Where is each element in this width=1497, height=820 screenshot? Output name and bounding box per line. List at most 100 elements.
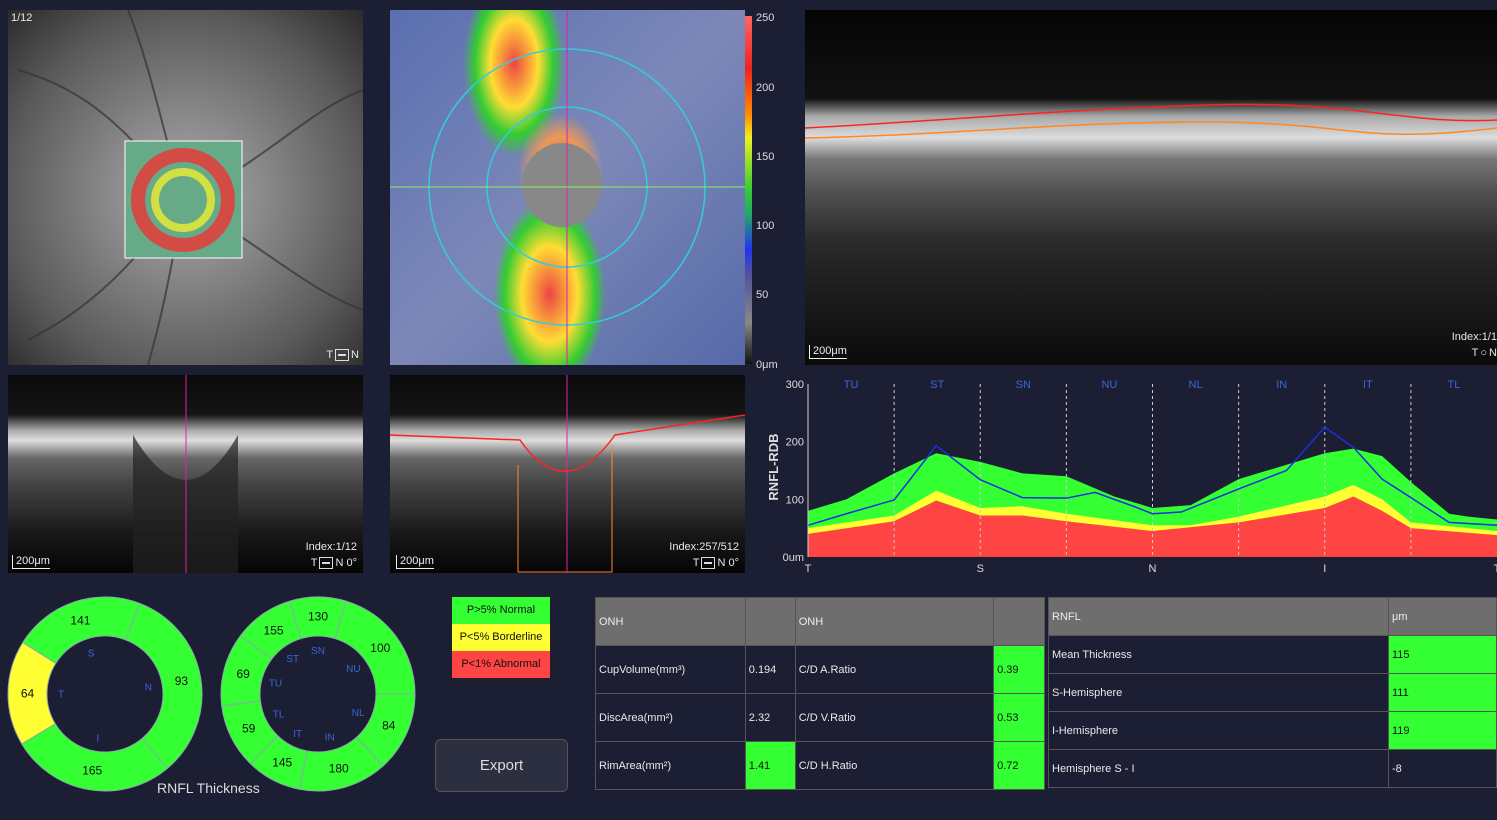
fundus-vessels [17, 10, 363, 365]
bscan-segmented[interactable]: 200μm Index:257/512 T N 0° [390, 375, 745, 573]
legend-abnormal: P<1% Abnormal [452, 651, 550, 678]
scale-bar: 200μm [809, 345, 847, 359]
cell-value: 1.41 [744, 741, 796, 790]
sector-name: TU [269, 679, 282, 690]
sector-name: T [58, 690, 64, 701]
onh-table: ONH ONH CupVolume(mm³) 0.194 C/D A.Ratio 0.… [595, 597, 1045, 790]
sector-value: 155 [264, 624, 284, 638]
table-row: Hemisphere S - I -8 [1048, 749, 1497, 788]
sector-label: IT [1363, 379, 1373, 391]
segmentation-lines [805, 103, 1497, 139]
sector-name: IT [293, 729, 302, 740]
sector-label: TU [844, 379, 859, 391]
colorbar-tick: 50 [756, 289, 769, 301]
segmentation-overlay [390, 375, 745, 573]
header-cell: RNFL [1048, 597, 1389, 636]
x-tick-label: T [805, 563, 812, 575]
sector-label: TL [1448, 379, 1461, 391]
sector-grid-overlay [390, 10, 745, 365]
donut-sector-n [125, 602, 203, 770]
cell-value: 119 [1388, 711, 1497, 750]
table-row: Mean Thickness 115 [1048, 635, 1497, 674]
export-button[interactable]: Export [435, 739, 568, 792]
sector-name: NU [346, 664, 360, 675]
header-cell [744, 597, 796, 646]
cell-label: Mean Thickness [1048, 635, 1389, 674]
cell-label: DiscArea(mm²) [595, 693, 746, 742]
legend-normal: P>5% Normal [452, 597, 550, 624]
sector-label: NL [1189, 379, 1203, 391]
colorbar-tick: 100 [756, 220, 775, 232]
orientation-right: N 0° [717, 557, 739, 569]
scan-index: Index:257/512 [669, 541, 739, 553]
cell-value: 111 [1388, 673, 1497, 712]
cell-label: I-Hemisphere [1048, 711, 1389, 750]
arrow-right-icon [335, 349, 350, 361]
sector-name: TL [273, 710, 285, 721]
orientation-indicator: T N 0° [311, 557, 357, 569]
significance-legend: P>5% Normal P<5% Borderline P<1% Abnorma… [452, 597, 550, 678]
sector-value: 93 [175, 674, 189, 688]
colorbar-tick: 150 [756, 151, 775, 163]
orientation-left: T [326, 349, 334, 361]
cell-value: 115 [1388, 635, 1497, 674]
cup-overlay [133, 375, 238, 573]
header-cell: ONH [794, 597, 995, 646]
scale-bar: 200μm [396, 555, 434, 569]
table-header: ONH ONH [595, 597, 1045, 646]
scan-index: Index:1/1 [1451, 331, 1497, 343]
colorbar [745, 16, 752, 364]
donut-sector-nu [334, 600, 416, 695]
sector-value: 84 [382, 719, 396, 733]
cell-value: 2.32 [744, 693, 796, 742]
arrow-right-icon [701, 557, 716, 569]
orientation-right: N [351, 349, 359, 361]
cell-label: C/D A.Ratio [794, 645, 995, 694]
orientation-right: N 0° [335, 557, 357, 569]
cell-value: -8 [1388, 749, 1497, 788]
x-tick-label: T [1494, 563, 1497, 575]
scan-index: Index:1/12 [305, 541, 357, 553]
sector-name: NL [352, 708, 365, 719]
sector-name: SN [311, 646, 325, 657]
measured-line [807, 426, 1497, 527]
sector-value: 180 [329, 762, 349, 776]
bscan-radial[interactable]: 200μm Index:1/12 T N 0° [8, 375, 363, 573]
cell-label: CupVolume(mm³) [595, 645, 746, 694]
sector-value: 59 [242, 722, 256, 736]
header-cell: μm [1388, 597, 1497, 636]
table-row: S-Hemisphere 111 [1048, 673, 1497, 712]
sector-name: ST [286, 654, 299, 665]
cell-label: S-Hemisphere [1048, 673, 1389, 712]
sector-label: SN [1016, 379, 1031, 391]
orientation-indicator: T N 0° [693, 557, 739, 569]
sector-name: N [145, 683, 152, 694]
oct-circle-scan[interactable]: 200μm Index:1/1 T ○ N [805, 10, 1497, 365]
table-row: CupVolume(mm³) 0.194 C/D A.Ratio 0.39 [595, 645, 1045, 694]
sector-value: 130 [308, 610, 328, 624]
rnfl-tsnit-chart: 3002001000umTSNITTUSTSNNUNLINITTLRNFL-RD… [766, 379, 1497, 575]
sector-label: IN [1276, 379, 1287, 391]
sector-value: 141 [70, 614, 90, 628]
rnfl-quadrant-donut: 141 S 64 T 165 I 93 N [7, 596, 203, 792]
legend-borderline: P<5% Borderline [452, 624, 550, 651]
table-header: RNFL μm [1048, 597, 1497, 636]
colorbar-tick: 250 [756, 12, 775, 24]
header-cell: ONH [595, 597, 746, 646]
colorbar-tick: 200 [756, 82, 775, 94]
header-cell [993, 597, 1045, 646]
y-tick-label: 100 [786, 494, 804, 506]
table-row: I-Hemisphere 119 [1048, 711, 1497, 750]
y-axis-label: RNFL-RDB [766, 433, 781, 500]
arrow-right-icon [319, 557, 334, 569]
sector-name: I [96, 733, 99, 744]
y-tick-label: 300 [786, 379, 804, 391]
rnfl-clock-donut: 130 SN 155 ST 69 TU 59 TL 145 IT 180 IN 84 NL 100 NU [220, 596, 416, 792]
table-row: RimArea(mm²) 1.41 C/D H.Ratio 0.72 [595, 741, 1045, 790]
sector-value: 69 [236, 667, 250, 681]
circle-icon: ○ [1480, 347, 1488, 359]
rnfl-thickness-heatmap[interactable] [390, 10, 745, 365]
colorbar-tick: 0μm [756, 359, 778, 371]
rnfl-table: RNFL μm Mean Thickness 115 S-Hemisphere 111… [1048, 597, 1497, 788]
